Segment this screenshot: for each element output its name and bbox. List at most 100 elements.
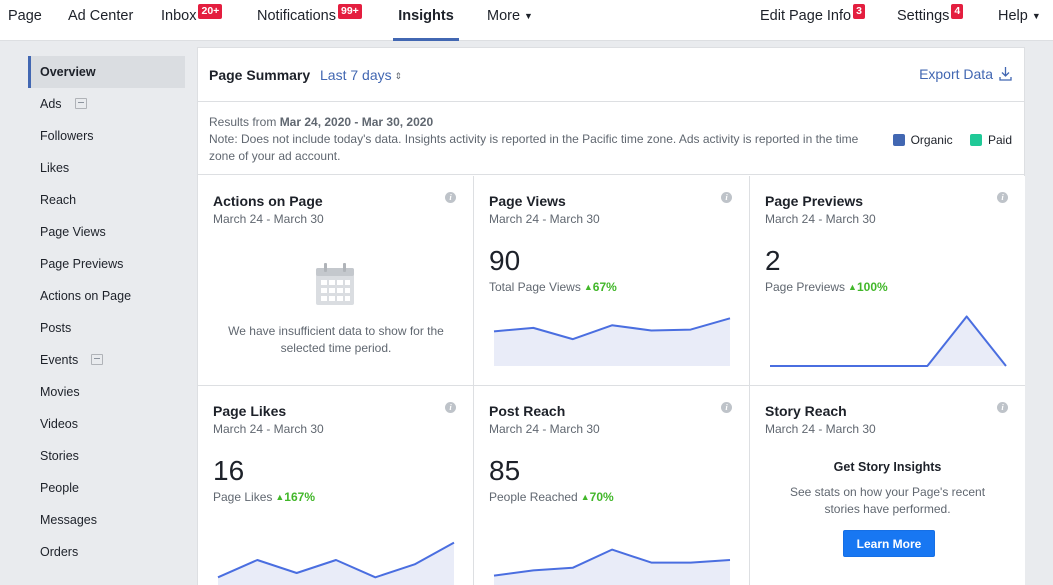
notifications-badge: 99+: [337, 4, 362, 19]
nav-more-label: More: [487, 8, 521, 24]
sidebar-item-label: Videos: [40, 417, 78, 431]
info-icon[interactable]: i: [721, 402, 732, 413]
results-range: Results from Mar 24, 2020 - Mar 30, 2020: [209, 115, 433, 129]
nav-edit-page-info-label: Edit Page Info: [760, 8, 852, 24]
sparkline-series-line: [770, 315, 1007, 367]
sidebar-item-people[interactable]: People: [28, 472, 185, 504]
page-summary-panel: Page Summary Last 7 days ⇕ Export Data Re…: [197, 47, 1025, 585]
nav-help[interactable]: Help ▼: [998, 0, 1041, 41]
info-icon[interactable]: i: [997, 192, 1008, 203]
export-data-label: Export Data: [919, 66, 993, 82]
external-link-icon: [91, 354, 104, 365]
card-page-likes[interactable]: Page Likes March 24 - March 30 i 16 Page…: [198, 386, 474, 585]
sidebar-item-actions-on-page[interactable]: Actions on Page: [28, 280, 185, 312]
legend-paid-label: Paid: [987, 133, 1012, 147]
sparkline-series-line: [493, 548, 731, 577]
date-range-select[interactable]: Last 7 days ⇕: [320, 67, 402, 83]
edit-page-info-badge: 3: [853, 4, 865, 19]
card-post-reach[interactable]: Post Reach March 24 - March 30 i 85 Peop…: [474, 386, 750, 585]
nav-ad-center-label: Ad Center: [68, 8, 134, 24]
metric-value: 85: [489, 455, 521, 486]
metric-label: Page Previews: [765, 280, 846, 294]
sidebar-item-label: Movies: [40, 385, 80, 399]
sidebar-item-posts[interactable]: Posts: [28, 312, 185, 344]
sidebar-item-label: Messages: [40, 513, 97, 527]
card-date-range: March 24 - March 30: [489, 212, 600, 226]
metric-change: ▲70%: [581, 490, 614, 504]
nav-more[interactable]: More ▼: [487, 0, 533, 41]
learn-more-button[interactable]: Learn More: [843, 530, 935, 557]
card-title: Post Reach: [489, 403, 566, 419]
results-prefix: Results from: [209, 115, 280, 129]
sidebar-item-label: Ads: [40, 97, 62, 111]
nav-page[interactable]: Page: [8, 0, 42, 41]
sidebar-item-movies[interactable]: Movies: [28, 376, 185, 408]
card-title: Story Reach: [765, 403, 847, 419]
nav-edit-page-info[interactable]: Edit Page Info 3: [760, 0, 865, 41]
sidebar-item-label: Likes: [40, 161, 70, 175]
sidebar-item-videos[interactable]: Videos: [28, 408, 185, 440]
card-page-previews[interactable]: Page Previews March 24 - March 30 i 2 Pa…: [750, 176, 1025, 386]
card-title: Actions on Page: [213, 193, 323, 209]
sidebar-item-likes[interactable]: Likes: [28, 152, 185, 184]
sidebar-item-overview[interactable]: Overview: [28, 56, 185, 88]
settings-badge: 4: [951, 4, 964, 19]
download-icon: [999, 67, 1012, 81]
sparkline-series-line: [217, 541, 455, 579]
nav-help-label: Help: [998, 8, 1028, 24]
metric-line: Page Previews ▲100%: [765, 280, 888, 294]
info-icon[interactable]: i: [445, 402, 456, 413]
sidebar-item-label: Overview: [40, 65, 96, 79]
sidebar-item-label: Followers: [40, 129, 94, 143]
metric-change: ▲100%: [848, 280, 888, 294]
sidebar-item-page-previews[interactable]: Page Previews: [28, 248, 185, 280]
nav-settings-label: Settings: [897, 8, 950, 24]
story-insights-heading: Get Story Insights: [833, 460, 942, 474]
calendar-icon: [316, 263, 354, 305]
nav-insights[interactable]: Insights: [393, 0, 459, 41]
metric-change: ▲67%: [584, 280, 617, 294]
nav-inbox[interactable]: Inbox 20+: [161, 0, 223, 41]
info-icon[interactable]: i: [997, 402, 1008, 413]
sidebar-item-page-views[interactable]: Page Views: [28, 216, 185, 248]
sidebar-item-followers[interactable]: Followers: [28, 120, 185, 152]
sidebar-item-ads[interactable]: Ads: [28, 88, 185, 120]
sidebar-item-messages[interactable]: Messages: [28, 504, 185, 536]
card-story-reach[interactable]: Story Reach March 24 - March 30 i Get St…: [750, 386, 1025, 585]
card-date-range: March 24 - March 30: [765, 212, 876, 226]
card-date-range: March 24 - March 30: [489, 422, 600, 436]
sparkline-area: [494, 549, 730, 585]
sparkline-chart: [217, 541, 455, 585]
card-actions-on-page[interactable]: Actions on Page March 24 - March 30 i We…: [198, 176, 474, 386]
metric-value: 90: [489, 245, 521, 276]
results-info: Results from Mar 24, 2020 - Mar 30, 2020…: [198, 103, 1024, 175]
sidebar-item-label: Reach: [40, 193, 77, 207]
sidebar-item-orders[interactable]: Orders: [28, 536, 185, 568]
sidebar-item-label: Orders: [40, 545, 79, 559]
sidebar-item-label: Page Views: [40, 225, 106, 239]
metric-line: Total Page Views ▲67%: [489, 280, 617, 294]
info-icon[interactable]: i: [445, 192, 456, 203]
nav-notifications[interactable]: Notifications 99+: [257, 0, 362, 41]
metric-change-value: 167%: [284, 490, 315, 504]
sidebar-item-events[interactable]: Events: [28, 344, 185, 376]
results-date-range: Mar 24, 2020 - Mar 30, 2020: [279, 115, 434, 129]
sparkline-series-line: [493, 317, 731, 341]
metric-label: Total Page Views: [489, 280, 581, 294]
metric-value: 2: [765, 245, 781, 276]
nav-settings[interactable]: Settings 4: [897, 0, 964, 41]
sidebar-item-reach[interactable]: Reach: [28, 184, 185, 216]
sidebar-item-stories[interactable]: Stories: [28, 440, 185, 472]
sidebar-item-label: Page Previews: [40, 257, 124, 271]
export-data-button[interactable]: Export Data: [919, 66, 1012, 82]
card-page-views[interactable]: Page Views March 24 - March 30 i 90 Tota…: [474, 176, 750, 386]
triangle-up-icon: ▲: [583, 282, 593, 292]
sparkline-chart: [493, 548, 731, 585]
nav-ad-center[interactable]: Ad Center: [68, 0, 133, 41]
caret-down-icon: ▼: [1031, 11, 1041, 21]
metric-change: ▲167%: [275, 490, 315, 504]
info-icon[interactable]: i: [721, 192, 732, 203]
sparkline-chart: [493, 317, 731, 366]
empty-state-text: We have insufficient data to show for th…: [228, 324, 444, 355]
legend-organic-label: Organic: [910, 133, 953, 147]
